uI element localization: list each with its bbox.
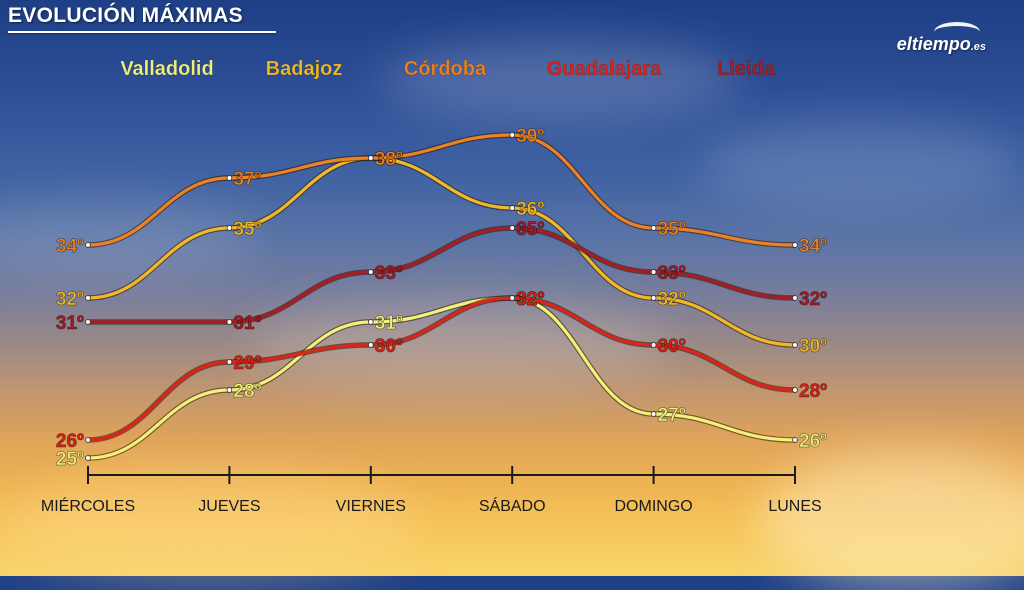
data-point-badajoz-4 xyxy=(650,295,657,301)
temperature-line-chart: Valladolid Badajoz Córdoba Guadalajara Lleid… xyxy=(41,58,828,515)
data-label-guadalajara-1: 29º xyxy=(233,353,261,374)
x-tick-label-lunes: LUNES xyxy=(768,498,821,515)
data-point-guadalajara-0 xyxy=(85,437,91,443)
x-tick-label-jueves: JUEVES xyxy=(198,498,260,515)
data-point-guadalajara-2 xyxy=(367,342,374,348)
data-label-badajoz-4: 32º xyxy=(658,289,686,310)
data-label-guadalajara-0: 26º xyxy=(56,431,84,452)
data-label-valladolid-4: 27º xyxy=(658,405,686,426)
data-point-cordoba-0 xyxy=(85,242,91,248)
legend-item-lleida: Lleida xyxy=(717,58,776,80)
data-label-lleida-3: 35º xyxy=(516,219,544,240)
page-title: EVOLUCIÓN MÁXIMAS xyxy=(8,4,243,27)
data-label-lleida-0: 31º xyxy=(56,313,84,334)
cloud-arc-icon xyxy=(934,22,980,42)
x-axis: MIÉRCOLES JUEVES VIERNES SÁBADO DOMINGO LUNES xyxy=(41,466,822,515)
data-point-lleida-4 xyxy=(650,269,657,275)
series-line-valladolid xyxy=(86,296,797,460)
data-label-guadalajara-5: 28º xyxy=(799,381,827,402)
data-label-badajoz-5: 30º xyxy=(799,336,827,357)
series-line-cordoba xyxy=(86,133,797,247)
data-label-cordoba-2: 38º xyxy=(375,149,403,170)
legend-item-valladolid: Valladolid xyxy=(120,58,213,80)
chart-legend: Valladolid Badajoz Córdoba Guadalajara Lleid… xyxy=(120,58,776,81)
x-tick-label-miercoles: MIÉRCOLES xyxy=(41,496,135,515)
data-label-guadalajara-3: 32º xyxy=(516,289,544,310)
chart-data-points xyxy=(85,132,798,461)
data-point-valladolid-5 xyxy=(792,437,798,443)
data-point-valladolid-2 xyxy=(367,319,374,325)
x-tick-label-viernes: VIERNES xyxy=(336,498,406,515)
data-point-valladolid-4 xyxy=(650,411,657,417)
data-label-lleida-2: 33º xyxy=(375,263,403,284)
data-label-badajoz-3: 36º xyxy=(516,199,544,220)
data-point-cordoba-3 xyxy=(509,132,516,138)
data-point-badajoz-5 xyxy=(792,342,798,348)
series-line-badajoz xyxy=(86,156,797,347)
data-point-lleida-1 xyxy=(226,319,233,325)
chart-data-labels: 25º 28º 31º 32º 27º 26º 32º 35º 38º 36º 32º 30º 34º 3… xyxy=(56,126,828,471)
eltiempo-logo: eltiempo.es xyxy=(876,22,986,58)
data-label-cordoba-0: 34º xyxy=(56,236,84,257)
data-point-cordoba-1 xyxy=(226,175,233,181)
data-point-badajoz-0 xyxy=(85,295,91,301)
data-point-valladolid-0 xyxy=(85,455,91,461)
data-label-lleida-5: 32º xyxy=(799,289,827,310)
data-point-lleida-3 xyxy=(509,225,516,231)
data-label-valladolid-2: 31º xyxy=(375,313,403,334)
data-label-lleida-1: 31º xyxy=(233,313,261,334)
data-point-badajoz-3 xyxy=(509,205,516,211)
data-label-cordoba-4: 35º xyxy=(658,219,686,240)
data-point-lleida-0 xyxy=(85,319,91,325)
data-point-valladolid-1 xyxy=(226,387,233,393)
legend-item-badajoz: Badajoz xyxy=(266,58,343,80)
data-label-cordoba-5: 34º xyxy=(799,236,827,257)
data-label-badajoz-0: 32º xyxy=(56,289,84,310)
data-point-lleida-5 xyxy=(792,295,798,301)
data-point-guadalajara-3 xyxy=(509,295,516,301)
data-label-badajoz-1: 35º xyxy=(233,219,261,240)
data-label-cordoba-3: 39º xyxy=(516,126,544,147)
data-label-badajoz-2: 38º xyxy=(375,149,403,170)
data-point-guadalajara-1 xyxy=(226,359,233,365)
data-point-lleida-2 xyxy=(367,269,374,275)
legend-item-guadalajara: Guadalajara xyxy=(547,58,662,80)
data-label-valladolid-1: 28º xyxy=(233,381,261,402)
x-tick-label-domingo: DOMINGO xyxy=(614,498,692,515)
data-point-cordoba-4 xyxy=(650,225,657,231)
data-point-cordoba-2 xyxy=(367,155,374,161)
data-label-valladolid-3: 32º xyxy=(516,289,544,310)
data-label-cordoba-1: 37º xyxy=(233,169,261,190)
title-underline xyxy=(8,31,276,33)
x-tick-label-sabado: SÁBADO xyxy=(479,496,546,515)
data-label-guadalajara-4: 30º xyxy=(658,336,686,357)
data-label-valladolid-0: 25º xyxy=(56,449,84,470)
data-point-guadalajara-4 xyxy=(650,342,657,348)
chart-series-lines xyxy=(85,132,798,461)
data-point-guadalajara-5 xyxy=(792,387,798,393)
series-line-guadalajara xyxy=(86,296,797,442)
legend-item-cordoba: Córdoba xyxy=(404,58,487,80)
data-point-cordoba-5 xyxy=(792,242,798,248)
logo-suffix: .es xyxy=(970,41,986,53)
logo-main: eltiempo xyxy=(896,34,971,54)
data-point-badajoz-1 xyxy=(226,225,233,231)
data-label-guadalajara-2: 30º xyxy=(375,336,403,357)
title-block: EVOLUCIÓN MÁXIMAS xyxy=(8,4,276,33)
data-label-valladolid-5: 26º xyxy=(799,431,827,452)
data-label-lleida-4: 33º xyxy=(658,263,686,284)
logo-text: eltiempo.es xyxy=(897,34,986,55)
